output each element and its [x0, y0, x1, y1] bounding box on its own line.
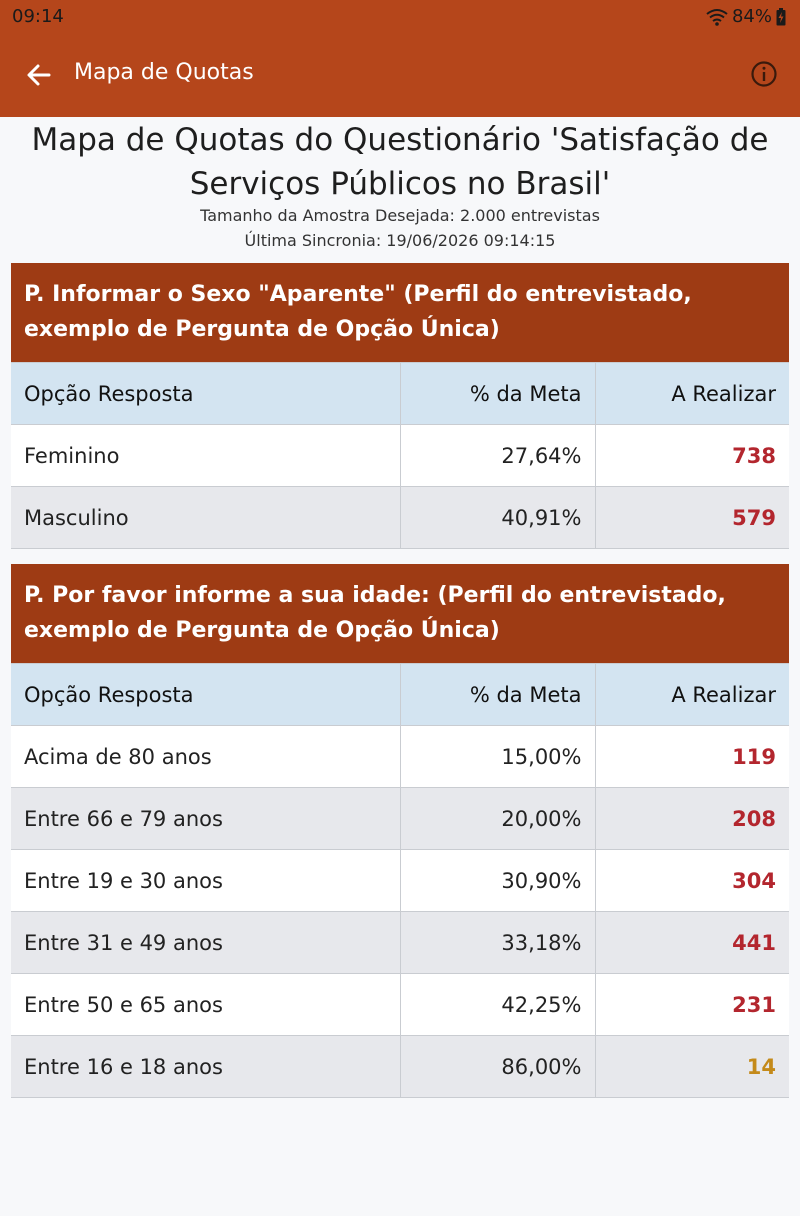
- column-header-remaining: A Realizar: [594, 362, 789, 425]
- page-title: Mapa de Quotas do Questionário 'Satisfaç…: [31, 122, 769, 202]
- option-cell: Acima de 80 anos: [11, 725, 401, 788]
- option-cell: Entre 16 e 18 anos: [11, 1035, 401, 1098]
- last-sync-text: Última Sincronia: 19/06/2026 09:14:15: [244, 231, 556, 250]
- goal-cell: 20,00%: [399, 787, 596, 850]
- table-row: Acima de 80 anos 15,00% 119: [11, 725, 789, 788]
- battery-charging-icon: [776, 7, 786, 25]
- remaining-cell: 738: [594, 424, 789, 487]
- wifi-icon: [706, 8, 728, 26]
- table-header-row: Opção Resposta % da Meta A Realizar: [11, 362, 789, 425]
- table-header-row: Opção Resposta % da Meta A Realizar: [11, 663, 789, 726]
- status-time: 09:14: [12, 6, 64, 27]
- app-bar: 09:14 84% Mapa de Quotas: [0, 0, 800, 117]
- option-cell: Entre 31 e 49 anos: [11, 911, 401, 974]
- table-row: Masculino 40,91% 579: [11, 486, 789, 549]
- battery-percent: 84%: [731, 6, 772, 27]
- status-indicators: 84%: [706, 6, 786, 27]
- back-arrow-icon[interactable]: [22, 58, 56, 92]
- goal-cell: 86,00%: [399, 1035, 596, 1098]
- goal-cell: 30,90%: [399, 849, 596, 912]
- section-title: P. Informar o Sexo "Aparente" (Perfil do…: [11, 263, 789, 362]
- remaining-cell: 208: [594, 787, 789, 850]
- table-row: Entre 31 e 49 anos 33,18% 441: [11, 911, 789, 974]
- info-icon[interactable]: [750, 60, 778, 88]
- goal-cell: 15,00%: [399, 725, 596, 788]
- goal-cell: 42,25%: [399, 973, 596, 1036]
- goal-cell: 27,64%: [399, 424, 596, 487]
- option-cell: Entre 19 e 30 anos: [11, 849, 401, 912]
- option-cell: Masculino: [11, 486, 401, 549]
- goal-cell: 40,91%: [399, 486, 596, 549]
- remaining-cell: 304: [594, 849, 789, 912]
- table-row: Entre 19 e 30 anos 30,90% 304: [11, 849, 789, 912]
- goal-cell: 33,18%: [399, 911, 596, 974]
- column-header-remaining: A Realizar: [594, 663, 789, 726]
- remaining-cell: 579: [594, 486, 789, 549]
- sample-size-text: Tamanho da Amostra Desejada: 2.000 entre…: [200, 206, 600, 225]
- option-cell: Entre 50 e 65 anos: [11, 973, 401, 1036]
- remaining-cell: 119: [594, 725, 789, 788]
- table-row: Entre 66 e 79 anos 20,00% 208: [11, 787, 789, 850]
- quota-table: Opção Resposta % da Meta A Realizar Acim…: [11, 663, 789, 1098]
- table-row: Entre 16 e 18 anos 86,00% 14: [11, 1035, 789, 1098]
- option-cell: Feminino: [11, 424, 401, 487]
- remaining-cell: 231: [594, 973, 789, 1036]
- section-title: P. Por favor informe a sua idade: (Perfi…: [11, 564, 789, 663]
- quota-section-sex: P. Informar o Sexo "Aparente" (Perfil do…: [11, 263, 789, 549]
- column-header-goal: % da Meta: [399, 663, 596, 726]
- column-header-goal: % da Meta: [399, 362, 596, 425]
- table-row: Entre 50 e 65 anos 42,25% 231: [11, 973, 789, 1036]
- column-header-option: Opção Resposta: [11, 663, 401, 726]
- remaining-cell: 441: [594, 911, 789, 974]
- table-row: Feminino 27,64% 738: [11, 424, 789, 487]
- quota-section-age: P. Por favor informe a sua idade: (Perfi…: [11, 564, 789, 1098]
- column-header-option: Opção Resposta: [11, 362, 401, 425]
- app-bar-title: Mapa de Quotas: [74, 60, 254, 85]
- remaining-cell: 14: [594, 1035, 789, 1098]
- quota-table: Opção Resposta % da Meta A Realizar Femi…: [11, 362, 789, 549]
- option-cell: Entre 66 e 79 anos: [11, 787, 401, 850]
